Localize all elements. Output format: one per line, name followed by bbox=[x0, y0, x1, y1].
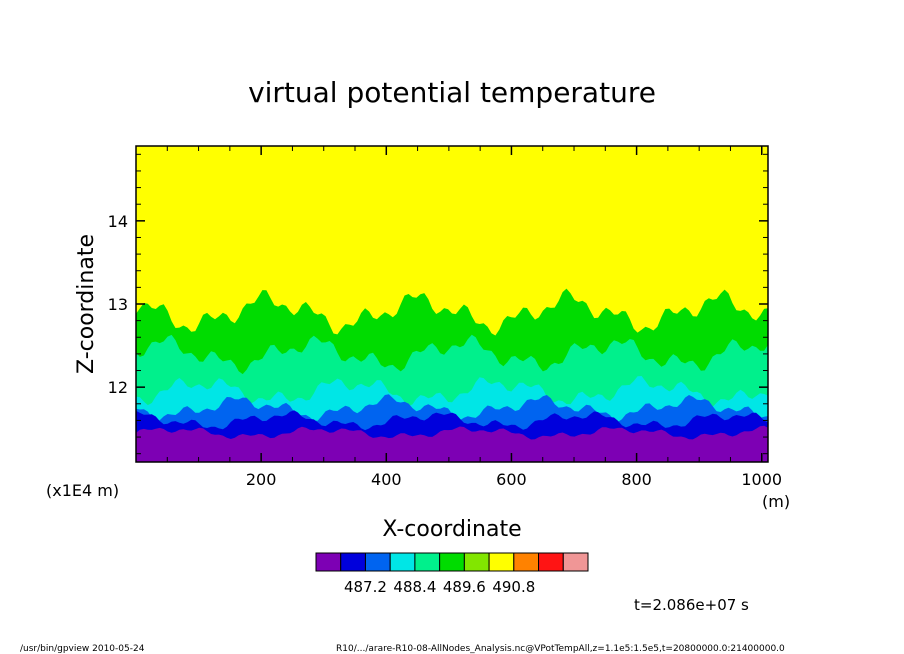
footer-left: /usr/bin/gpview 2010-05-24 bbox=[20, 644, 145, 654]
x-tick-label: 800 bbox=[621, 470, 652, 489]
field-band-487.2 bbox=[136, 425, 768, 462]
chart-title: virtual potential temperature bbox=[248, 76, 656, 109]
colorbar-label: 488.4 bbox=[393, 578, 436, 596]
x-tick-label: 1000 bbox=[741, 470, 782, 489]
x-unit-label: (m) bbox=[762, 492, 790, 511]
x-axis: 200 400 600 800 1000 bbox=[166, 146, 782, 489]
y-tick-label: 12 bbox=[108, 378, 128, 397]
colorbar-swatch bbox=[414, 552, 441, 572]
colorbar-swatch bbox=[364, 552, 391, 572]
colorbar-swatch bbox=[562, 552, 589, 572]
y-tick-label: 13 bbox=[108, 295, 128, 314]
y-tick-label: 14 bbox=[108, 212, 128, 231]
y-axis: 12 13 14 bbox=[108, 153, 768, 455]
plot-area bbox=[136, 146, 768, 462]
colorbar-swatch bbox=[389, 552, 416, 572]
colorbar-swatch bbox=[315, 552, 342, 572]
x-axis-label: X-coordinate bbox=[382, 517, 521, 542]
x-tick-label: 200 bbox=[246, 470, 277, 489]
colorbar-swatch bbox=[538, 552, 564, 572]
colorbar-swatch bbox=[439, 552, 465, 572]
colorbar-swatch bbox=[463, 552, 490, 572]
footer-right: R10/.../arare-R10-08-AllNodes_Analysis.n… bbox=[336, 644, 785, 654]
colorbar-swatch bbox=[488, 552, 515, 572]
colorbar-label: 490.8 bbox=[492, 578, 535, 596]
colorbar-swatch bbox=[340, 552, 366, 572]
colorbar-swatch bbox=[513, 552, 540, 572]
colorbar-label: 489.6 bbox=[443, 578, 486, 596]
time-label: t=2.086e+07 s bbox=[634, 596, 749, 614]
y-axis-label: Z-coordinate bbox=[74, 234, 99, 374]
x-tick-label: 600 bbox=[496, 470, 527, 489]
x-tick-label: 400 bbox=[371, 470, 402, 489]
colorbar: 487.2 488.4 489.6 490.8 bbox=[315, 552, 589, 596]
y-unit-label: (x1E4 m) bbox=[46, 481, 119, 500]
colorbar-label: 487.2 bbox=[344, 578, 387, 596]
